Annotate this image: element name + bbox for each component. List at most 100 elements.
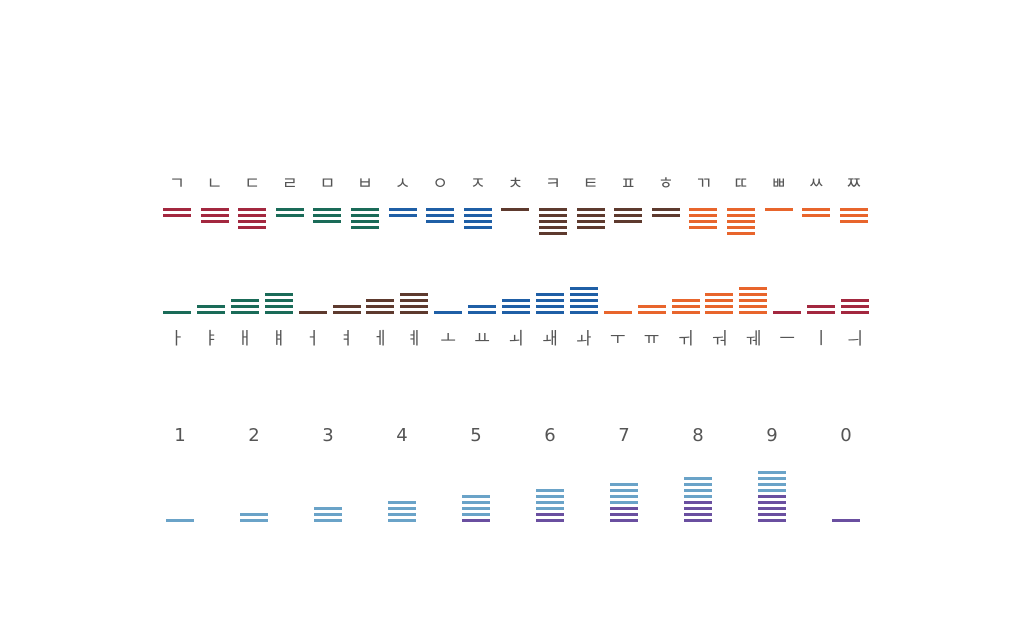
purple-bar	[758, 519, 786, 522]
consonant-label: ㅎ	[657, 174, 674, 194]
blue-bar	[463, 226, 492, 229]
digit-label: 9	[766, 425, 778, 446]
crimson-bar	[200, 220, 229, 223]
lightblue-bar	[758, 471, 786, 474]
purple-bar	[758, 495, 786, 498]
brown-bar	[651, 214, 680, 217]
orange-bar	[739, 287, 768, 290]
digit-label: 6	[544, 425, 556, 446]
purple-bar	[684, 507, 712, 510]
digit-label: 2	[248, 425, 260, 446]
orange-bar	[802, 214, 831, 217]
orange-bar	[739, 299, 768, 302]
consonant-label: ㅆ	[808, 174, 824, 194]
purple-bar	[758, 501, 786, 504]
blue-bar	[426, 214, 455, 217]
brown-bar	[614, 220, 643, 223]
crimson-bar	[200, 214, 229, 217]
brown-bar	[400, 293, 429, 296]
crimson-bar	[238, 208, 267, 211]
orange-bar	[689, 214, 718, 217]
lightblue-bar	[610, 501, 638, 504]
purple-bar	[758, 513, 786, 516]
consonant-label: ㅊ	[507, 174, 524, 194]
blue-bar	[569, 287, 598, 290]
digit-label: 7	[618, 425, 630, 446]
lightblue-bar	[684, 489, 712, 492]
consonant-label: ㄲ	[695, 174, 712, 194]
lightblue-bar	[758, 483, 786, 486]
orange-bar	[603, 311, 632, 314]
blue-bar	[426, 208, 455, 211]
purple-bar	[758, 507, 786, 510]
brown-bar	[576, 208, 605, 211]
brown-bar	[576, 220, 605, 223]
vowel-label: ㅘ	[575, 329, 592, 349]
brown-bar	[576, 226, 605, 229]
orange-bar	[727, 208, 755, 211]
consonant-label: ㅌ	[582, 174, 599, 194]
lightblue-bar	[462, 495, 490, 498]
brown-bar	[400, 305, 429, 308]
vowel-label: ㅖ	[406, 329, 423, 349]
crimson-bar	[238, 220, 267, 223]
vowel-label: ㅟ	[677, 329, 694, 349]
vowel-label: ㅓ	[304, 329, 321, 349]
blue-bar	[535, 299, 564, 302]
green-bar	[313, 208, 342, 211]
blue-bar	[569, 305, 598, 308]
blue-bar	[388, 214, 417, 217]
consonant-label: ㅃ	[770, 174, 787, 194]
blue-bar	[535, 305, 564, 308]
purple-bar	[684, 501, 712, 504]
green-bar	[196, 305, 225, 308]
lightblue-bar	[684, 483, 712, 486]
lightblue-bar	[166, 519, 194, 522]
consonant-label: ㄷ	[244, 174, 260, 194]
digit-label: 0	[840, 425, 852, 446]
vowel-label: ㅙ	[542, 329, 558, 349]
green-bar	[313, 220, 342, 223]
crimson-bar	[841, 305, 869, 308]
brown-bar	[539, 226, 567, 229]
purple-bar	[536, 513, 564, 516]
lightblue-bar	[758, 489, 786, 492]
blue-bar	[463, 220, 492, 223]
blue-bar	[569, 311, 598, 314]
crimson-bar	[238, 214, 267, 217]
purple-bar	[684, 513, 712, 516]
green-bar	[196, 311, 225, 314]
purple-bar	[536, 519, 564, 522]
digit-label: 1	[174, 425, 186, 446]
orange-bar	[739, 311, 768, 314]
lightblue-bar	[462, 507, 490, 510]
lightblue-bar	[240, 519, 268, 522]
orange-bar	[727, 232, 755, 235]
digit-label: 3	[322, 425, 334, 446]
orange-bar	[739, 293, 768, 296]
brown-bar	[614, 214, 643, 217]
green-bar	[351, 226, 379, 229]
brown-bar	[651, 208, 680, 211]
orange-bar	[705, 311, 734, 314]
orange-bar	[839, 208, 868, 211]
brown-bar	[332, 305, 361, 308]
crimson-bar	[163, 214, 191, 217]
consonant-label: ㄱ	[169, 174, 185, 194]
crimson-bar	[841, 299, 869, 302]
brown-bar	[539, 232, 567, 235]
blue-bar	[463, 214, 492, 217]
lightblue-bar	[758, 477, 786, 480]
consonant-label: ㅋ	[545, 174, 561, 194]
orange-bar	[671, 311, 700, 314]
lightblue-bar	[684, 495, 712, 498]
orange-bar	[705, 293, 734, 296]
green-bar	[351, 208, 379, 211]
brown-bar	[366, 305, 395, 308]
orange-bar	[764, 208, 793, 211]
blue-bar	[426, 220, 455, 223]
digit-label: 5	[470, 425, 482, 446]
orange-bar	[637, 311, 666, 314]
vowel-label: ㅜ	[609, 329, 626, 349]
